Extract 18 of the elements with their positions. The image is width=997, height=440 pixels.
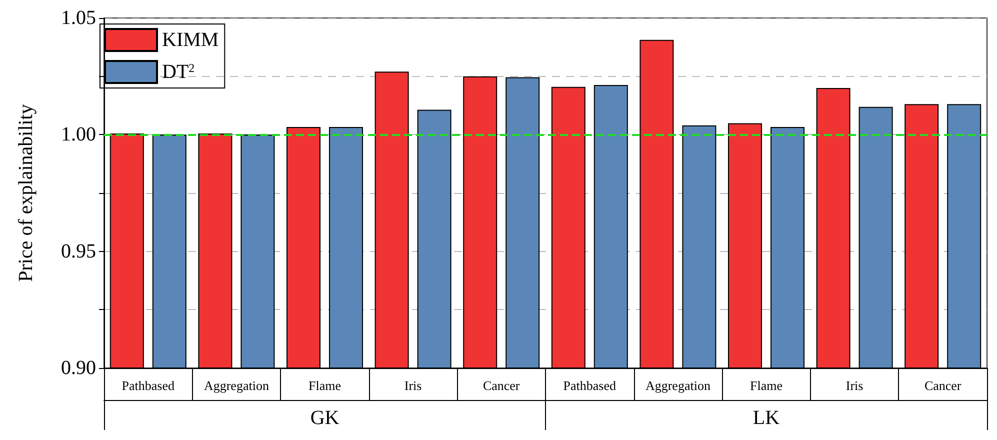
x-tick-label: Cancer bbox=[482, 378, 520, 393]
x-tick-label: Cancer bbox=[924, 378, 962, 393]
x-tick-label: Aggregation bbox=[645, 378, 711, 393]
x-tick-label: Iris bbox=[404, 378, 422, 393]
x-tick-label: Flame bbox=[750, 378, 783, 393]
x-tick-label: Aggregation bbox=[204, 378, 270, 393]
x-tick-label: Iris bbox=[846, 378, 864, 393]
text: GK bbox=[310, 407, 340, 429]
text: LK bbox=[752, 407, 780, 429]
x-tick-label: Pathbased bbox=[122, 378, 175, 393]
x-tick-label: Pathbased bbox=[563, 378, 616, 393]
y-tick-label: 1.00 bbox=[61, 124, 96, 146]
y-tick-label: 1.05 bbox=[61, 7, 96, 29]
legend-label: KIMM bbox=[162, 29, 219, 51]
x-tick-label: Flame bbox=[308, 378, 342, 393]
y-axis-title: Price of explainability bbox=[15, 104, 37, 282]
y-tick-label: 0.90 bbox=[61, 357, 96, 379]
y-tick-label: 0.95 bbox=[61, 240, 96, 262]
